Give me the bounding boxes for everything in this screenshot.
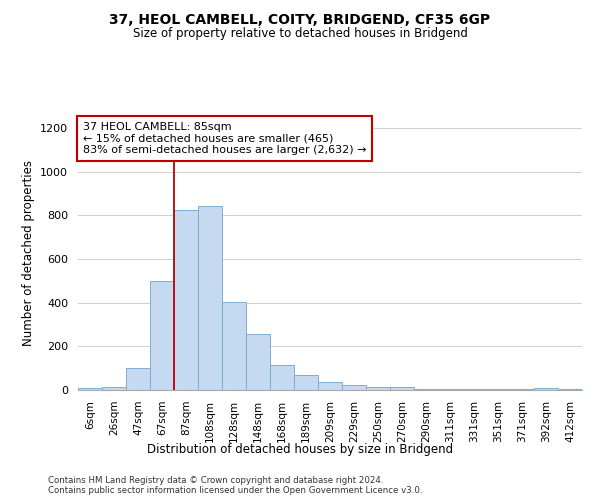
Text: Size of property relative to detached houses in Bridgend: Size of property relative to detached ho… <box>133 28 467 40</box>
Bar <box>318 382 342 390</box>
Bar <box>414 389 438 390</box>
Bar <box>510 389 534 390</box>
Bar <box>198 206 222 390</box>
Bar <box>558 389 582 390</box>
Bar <box>438 389 462 390</box>
Bar <box>342 384 366 390</box>
Bar <box>462 389 486 390</box>
Text: 37, HEOL CAMBELL, COITY, BRIDGEND, CF35 6GP: 37, HEOL CAMBELL, COITY, BRIDGEND, CF35 … <box>109 12 491 26</box>
Bar <box>102 386 126 390</box>
Text: Contains HM Land Registry data © Crown copyright and database right 2024.: Contains HM Land Registry data © Crown c… <box>48 476 383 485</box>
Bar <box>366 386 390 390</box>
Bar <box>222 302 246 390</box>
Bar <box>270 365 294 390</box>
Bar <box>534 388 558 390</box>
Bar <box>294 374 318 390</box>
Bar <box>78 388 102 390</box>
Bar <box>150 281 174 390</box>
Y-axis label: Number of detached properties: Number of detached properties <box>22 160 35 346</box>
Text: Distribution of detached houses by size in Bridgend: Distribution of detached houses by size … <box>147 442 453 456</box>
Bar <box>126 368 150 390</box>
Text: 37 HEOL CAMBELL: 85sqm
← 15% of detached houses are smaller (465)
83% of semi-de: 37 HEOL CAMBELL: 85sqm ← 15% of detached… <box>83 122 367 155</box>
Bar <box>486 389 510 390</box>
Text: Contains public sector information licensed under the Open Government Licence v3: Contains public sector information licen… <box>48 486 422 495</box>
Bar <box>390 386 414 390</box>
Bar <box>174 210 198 390</box>
Bar <box>246 334 270 390</box>
